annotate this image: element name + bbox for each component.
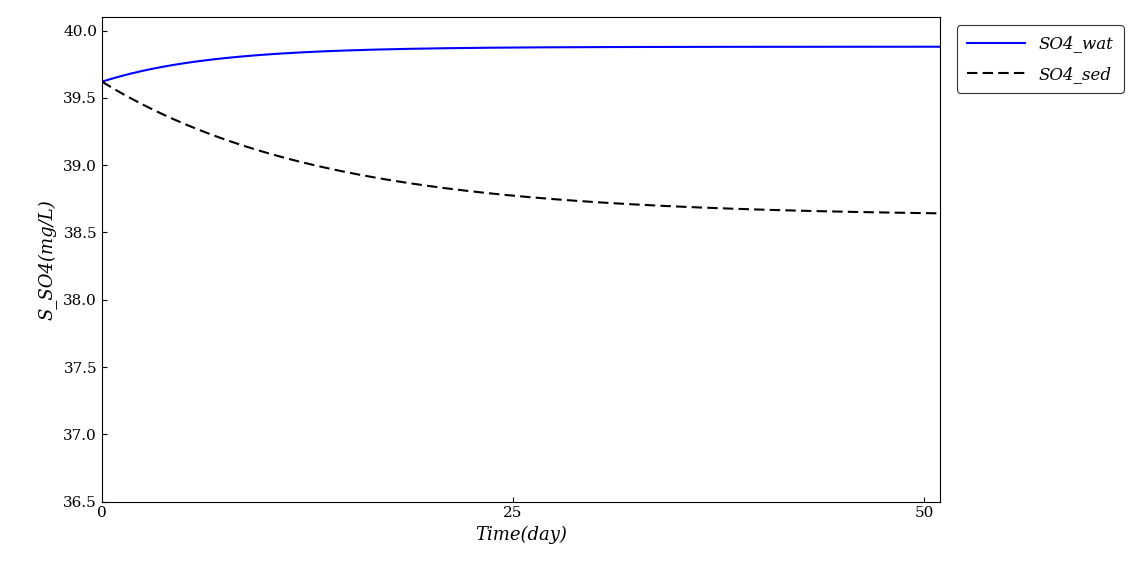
SO4_sed: [594, 199, 607, 206]
SO4_wat: [499, 44, 512, 51]
SO4_wat: [95, 78, 109, 85]
SO4_sed: [913, 210, 927, 217]
Legend: SO4_wat, SO4_sed: SO4_wat, SO4_sed: [957, 26, 1124, 93]
Y-axis label: S_SO4(mg/L): S_SO4(mg/L): [39, 199, 58, 320]
X-axis label: Time(day): Time(day): [475, 526, 568, 544]
SO4_wat: [913, 43, 927, 50]
SO4_wat: [548, 44, 562, 51]
SO4_sed: [548, 196, 562, 203]
Line: SO4_wat: SO4_wat: [102, 47, 940, 82]
SO4_sed: [783, 207, 796, 214]
SO4_wat: [493, 44, 506, 51]
SO4_wat: [934, 43, 947, 50]
SO4_wat: [594, 44, 607, 51]
SO4_wat: [783, 43, 796, 50]
SO4_sed: [95, 78, 109, 85]
SO4_sed: [499, 192, 512, 198]
SO4_sed: [493, 191, 506, 198]
SO4_sed: [934, 210, 947, 217]
Line: SO4_sed: SO4_sed: [102, 82, 940, 213]
